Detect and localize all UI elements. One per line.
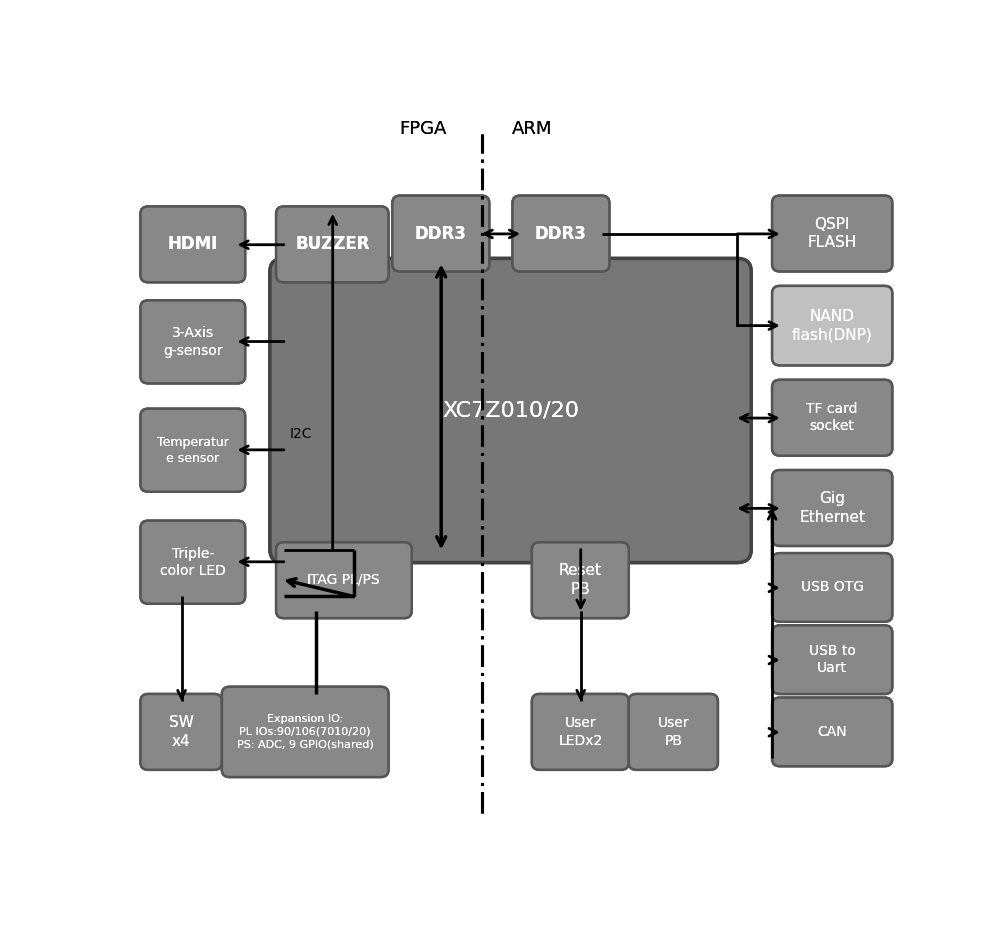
Text: Reset
PB: Reset PB bbox=[559, 564, 602, 597]
FancyBboxPatch shape bbox=[772, 286, 892, 366]
Text: DDR3: DDR3 bbox=[535, 224, 587, 243]
Text: USB to
Uart: USB to Uart bbox=[809, 644, 856, 675]
Text: TF card
socket: TF card socket bbox=[806, 402, 858, 433]
Text: QSPI
FLASH: QSPI FLASH bbox=[808, 217, 857, 250]
FancyBboxPatch shape bbox=[629, 694, 718, 770]
Text: DDR3: DDR3 bbox=[535, 224, 587, 243]
FancyBboxPatch shape bbox=[270, 259, 751, 563]
Text: HDMI: HDMI bbox=[168, 235, 218, 253]
FancyBboxPatch shape bbox=[140, 521, 245, 604]
FancyBboxPatch shape bbox=[392, 196, 489, 271]
Text: User
PB: User PB bbox=[658, 717, 689, 748]
Text: USB OTG: USB OTG bbox=[801, 581, 864, 595]
FancyBboxPatch shape bbox=[140, 521, 245, 604]
FancyBboxPatch shape bbox=[140, 300, 245, 384]
FancyBboxPatch shape bbox=[512, 196, 609, 271]
Text: Reset
PB: Reset PB bbox=[559, 564, 602, 597]
Text: SW
x4: SW x4 bbox=[169, 715, 194, 749]
Text: DDR3: DDR3 bbox=[415, 224, 467, 243]
FancyBboxPatch shape bbox=[140, 409, 245, 492]
Text: I2C: I2C bbox=[289, 427, 312, 441]
FancyBboxPatch shape bbox=[772, 553, 892, 622]
Text: CAN: CAN bbox=[817, 725, 847, 739]
Text: User
LEDx2: User LEDx2 bbox=[558, 717, 602, 748]
Text: JTAG PL/PS: JTAG PL/PS bbox=[307, 573, 381, 587]
FancyBboxPatch shape bbox=[772, 553, 892, 622]
Text: JTAG PL/PS: JTAG PL/PS bbox=[307, 573, 381, 587]
Text: NAND
flash(DNP): NAND flash(DNP) bbox=[792, 309, 873, 342]
Text: USB OTG: USB OTG bbox=[801, 581, 864, 595]
Text: CAN: CAN bbox=[817, 725, 847, 739]
FancyBboxPatch shape bbox=[772, 698, 892, 766]
Text: ARM: ARM bbox=[512, 120, 552, 138]
Text: NAND
flash(DNP): NAND flash(DNP) bbox=[792, 309, 873, 342]
Text: Expansion IO:
PL IOs:90/106(7010/20)
PS: ADC, 9 GPIO(shared): Expansion IO: PL IOs:90/106(7010/20) PS:… bbox=[237, 715, 374, 749]
Text: FPGA: FPGA bbox=[400, 120, 447, 138]
FancyBboxPatch shape bbox=[140, 300, 245, 384]
FancyBboxPatch shape bbox=[532, 694, 629, 770]
FancyBboxPatch shape bbox=[629, 694, 718, 770]
Text: DDR3: DDR3 bbox=[415, 224, 467, 243]
FancyBboxPatch shape bbox=[772, 380, 892, 456]
FancyBboxPatch shape bbox=[772, 626, 892, 694]
Text: Gig
Ethernet: Gig Ethernet bbox=[799, 492, 865, 524]
Text: QSPI
FLASH: QSPI FLASH bbox=[808, 217, 857, 250]
FancyBboxPatch shape bbox=[772, 698, 892, 766]
FancyBboxPatch shape bbox=[512, 196, 609, 271]
Text: Temperatur
e sensor: Temperatur e sensor bbox=[157, 436, 229, 464]
FancyBboxPatch shape bbox=[140, 694, 222, 770]
Text: Triple-
color LED: Triple- color LED bbox=[160, 547, 226, 578]
FancyBboxPatch shape bbox=[140, 206, 245, 282]
FancyBboxPatch shape bbox=[222, 687, 388, 777]
Text: Expansion IO:
PL IOs:90/106(7010/20)
PS: ADC, 9 GPIO(shared): Expansion IO: PL IOs:90/106(7010/20) PS:… bbox=[237, 715, 374, 749]
FancyBboxPatch shape bbox=[772, 470, 892, 546]
FancyBboxPatch shape bbox=[276, 206, 388, 282]
FancyBboxPatch shape bbox=[772, 286, 892, 366]
FancyBboxPatch shape bbox=[392, 196, 489, 271]
FancyBboxPatch shape bbox=[532, 694, 629, 770]
Text: SW
x4: SW x4 bbox=[169, 715, 194, 749]
FancyBboxPatch shape bbox=[772, 380, 892, 456]
FancyBboxPatch shape bbox=[772, 196, 892, 271]
Text: User
PB: User PB bbox=[658, 717, 689, 748]
FancyBboxPatch shape bbox=[276, 542, 412, 618]
Text: BUZZER: BUZZER bbox=[295, 235, 370, 253]
FancyBboxPatch shape bbox=[532, 542, 629, 618]
FancyBboxPatch shape bbox=[140, 409, 245, 492]
Text: Temperatur
e sensor: Temperatur e sensor bbox=[157, 436, 229, 464]
Text: Triple-
color LED: Triple- color LED bbox=[160, 547, 226, 578]
FancyBboxPatch shape bbox=[276, 542, 412, 618]
FancyBboxPatch shape bbox=[532, 542, 629, 618]
FancyBboxPatch shape bbox=[222, 687, 388, 777]
FancyBboxPatch shape bbox=[140, 694, 222, 770]
Text: TF card
socket: TF card socket bbox=[806, 402, 858, 433]
FancyBboxPatch shape bbox=[140, 206, 245, 282]
Text: XC7Z010/20: XC7Z010/20 bbox=[442, 401, 579, 420]
FancyBboxPatch shape bbox=[772, 196, 892, 271]
FancyBboxPatch shape bbox=[270, 259, 751, 563]
Text: 3-Axis
g-sensor: 3-Axis g-sensor bbox=[163, 326, 223, 357]
Text: 3-Axis
g-sensor: 3-Axis g-sensor bbox=[163, 326, 223, 357]
Text: XC7Z010/20: XC7Z010/20 bbox=[442, 401, 579, 420]
FancyBboxPatch shape bbox=[772, 470, 892, 546]
Text: Gig
Ethernet: Gig Ethernet bbox=[799, 492, 865, 524]
Text: FPGA: FPGA bbox=[400, 120, 447, 138]
Text: ARM: ARM bbox=[512, 120, 552, 138]
FancyBboxPatch shape bbox=[276, 206, 388, 282]
Text: User
LEDx2: User LEDx2 bbox=[558, 717, 602, 748]
Text: BUZZER: BUZZER bbox=[295, 235, 370, 253]
Text: USB to
Uart: USB to Uart bbox=[809, 644, 856, 675]
Text: HDMI: HDMI bbox=[168, 235, 218, 253]
FancyBboxPatch shape bbox=[772, 626, 892, 694]
